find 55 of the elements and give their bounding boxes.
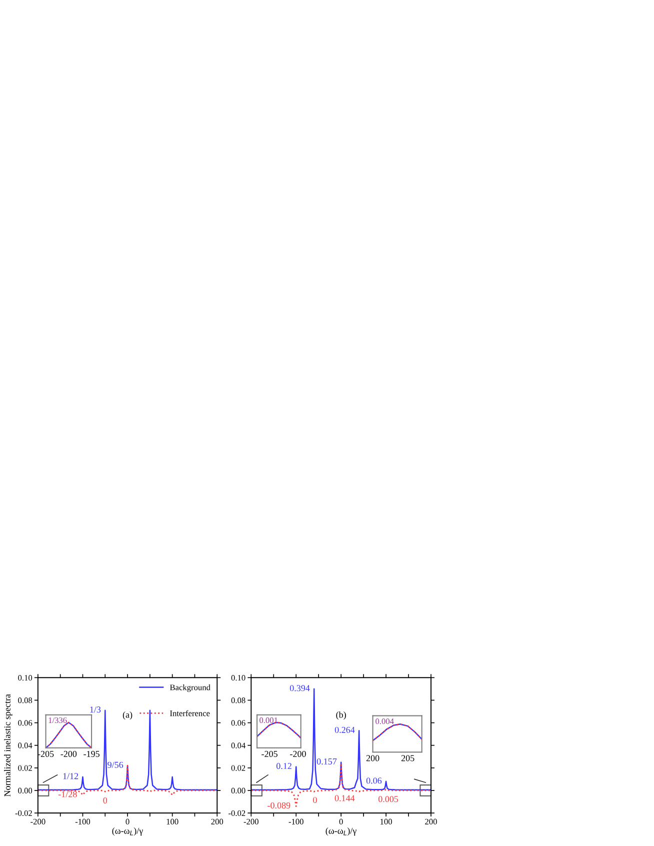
- annotation: 1/336: [48, 717, 67, 724]
- annotation: 0.001: [260, 717, 278, 724]
- annotation: -1/28: [58, 791, 77, 798]
- x-tick-label: -195: [84, 750, 100, 757]
- annotation: (a): [122, 711, 132, 720]
- x-tick-label: 100: [166, 818, 178, 824]
- annotation: 0.004: [376, 718, 394, 724]
- y-tick-label: 0.10: [18, 674, 32, 681]
- annotation: (b): [336, 711, 346, 720]
- y-tick-label: 0.10: [231, 674, 246, 681]
- annotation: 0.12: [276, 762, 292, 770]
- annotation: 0.394: [290, 685, 310, 692]
- annotation: 9/56: [108, 762, 124, 768]
- y-tick-label: 0.00: [231, 788, 246, 794]
- x-tick-label: 200: [425, 818, 437, 824]
- annotation: 0.157: [316, 758, 337, 765]
- annotation: 0: [313, 796, 317, 804]
- x-tick-label: 200: [211, 818, 224, 824]
- y-axis-title: Normalized inelastic spectra: [4, 694, 12, 796]
- y-tick-label: 0.06: [18, 720, 32, 726]
- x-tick-label: -200: [290, 750, 306, 757]
- x-tick-label: -100: [75, 818, 90, 824]
- annotation: 0: [103, 797, 108, 804]
- y-tick-label: 0.04: [18, 742, 32, 748]
- x-tick-label: -200: [60, 750, 77, 757]
- x-tick-label: -205: [262, 750, 278, 757]
- x-tick-label: 200: [366, 755, 380, 762]
- annotation: 0.005: [378, 796, 398, 802]
- annotation: 0.06: [366, 778, 382, 784]
- y-tick-label: 0.06: [231, 720, 246, 726]
- x-axis-title: (ω-ω$_{L}$)/γ: [112, 828, 143, 836]
- y-tick-label: 0.02: [18, 765, 32, 771]
- y-tick-label: 0.02: [231, 765, 246, 771]
- y-tick-label: 0.00: [18, 788, 32, 794]
- x-tick-label: 205: [401, 755, 414, 762]
- annotation: 1/12: [63, 773, 78, 780]
- x-tick-label: -200: [244, 818, 258, 824]
- x-tick-label: 0: [126, 818, 130, 824]
- x-tick-label: 100: [380, 818, 392, 824]
- y-tick-label: 0.04: [231, 742, 246, 748]
- annotation: -0.089: [268, 802, 290, 809]
- y-tick-label: 0.08: [231, 698, 246, 704]
- legend-label: Background: [170, 684, 210, 692]
- annotation: 0.264: [334, 726, 355, 733]
- x-axis-title: (ω-ω$_{L}$)/γ: [326, 828, 356, 836]
- x-tick-label: -200: [30, 818, 46, 824]
- line-series: [251, 762, 431, 807]
- x-tick-label: 0: [339, 818, 343, 824]
- x-tick-label: -100: [288, 818, 304, 824]
- y-tick-label: 0.08: [18, 698, 32, 704]
- y-tick-label: -0.02: [15, 810, 32, 816]
- annotation: 0.144: [334, 795, 355, 802]
- legend-label: Interference: [170, 710, 210, 716]
- y-tick-label: -0.02: [228, 810, 246, 816]
- annotation: 1/3: [90, 706, 101, 713]
